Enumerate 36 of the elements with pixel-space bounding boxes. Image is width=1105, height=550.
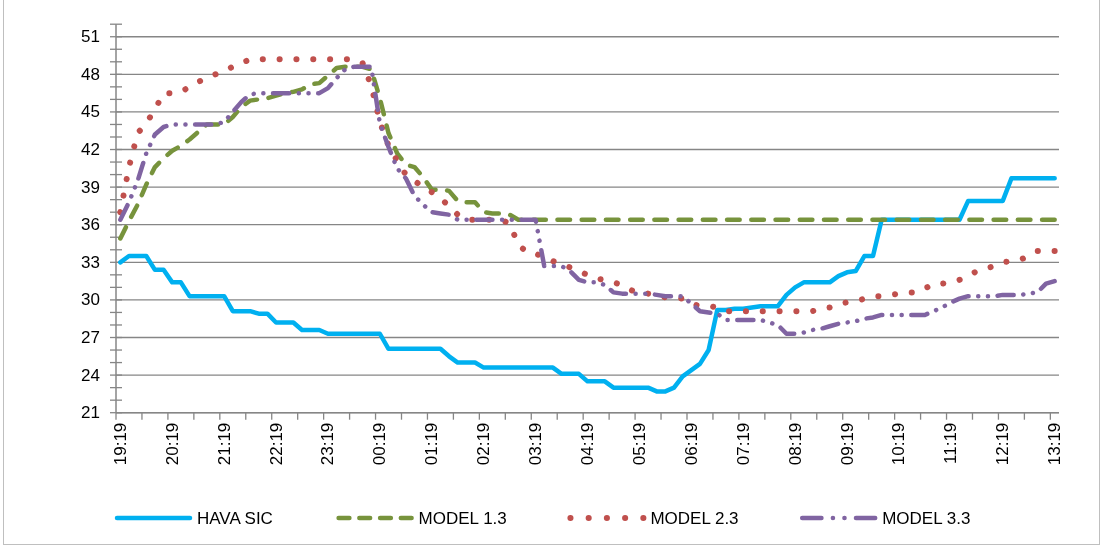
x-tick-label: 03:19 — [526, 422, 546, 466]
y-tick-label: 36 — [81, 215, 100, 235]
y-tick-label: 33 — [81, 252, 100, 272]
x-tick-label: 09:19 — [837, 422, 857, 466]
legend-label: MODEL 3.3 — [882, 508, 971, 528]
x-tick-label: 00:19 — [370, 422, 390, 466]
y-tick-label: 51 — [81, 27, 100, 47]
y-tick-label: 27 — [81, 328, 100, 348]
x-tick-label: 11:19 — [941, 422, 961, 464]
x-tick-label: 10:19 — [889, 422, 909, 466]
line-series — [118, 64, 1057, 241]
x-tick-label: 02:19 — [474, 422, 494, 466]
y-tick-label: 24 — [81, 365, 100, 385]
y-tick-label: 48 — [81, 64, 100, 84]
y-tick-label: 21 — [81, 403, 100, 423]
line-series — [118, 176, 1057, 394]
x-tick-label: 05:19 — [629, 422, 649, 466]
x-tick-label: 08:19 — [785, 422, 805, 466]
x-tick-label: 13:19 — [1045, 422, 1065, 466]
x-tick-label: 04:19 — [578, 422, 597, 466]
y-tick-label: 39 — [81, 177, 100, 197]
legend-label: MODEL 2.3 — [650, 508, 739, 528]
legend-label: HAVA SIC — [197, 508, 273, 528]
x-tick-label: 01:19 — [422, 422, 442, 466]
x-tick-label: 12:19 — [993, 422, 1013, 466]
x-tick-label: 22:19 — [266, 422, 286, 466]
x-tick-label: 19:19 — [110, 422, 130, 466]
x-tick-label: 23:19 — [318, 422, 338, 466]
x-tick-label: 20:19 — [162, 422, 182, 466]
x-tick-label: 07:19 — [733, 422, 753, 466]
y-tick-label: 45 — [81, 102, 100, 122]
y-tick-label: 30 — [81, 290, 100, 310]
x-tick-label: 21:19 — [214, 422, 234, 466]
y-tick-label: 42 — [81, 140, 100, 160]
x-tick-label: 06:19 — [681, 422, 701, 466]
legend-label: MODEL 1.3 — [418, 508, 507, 528]
